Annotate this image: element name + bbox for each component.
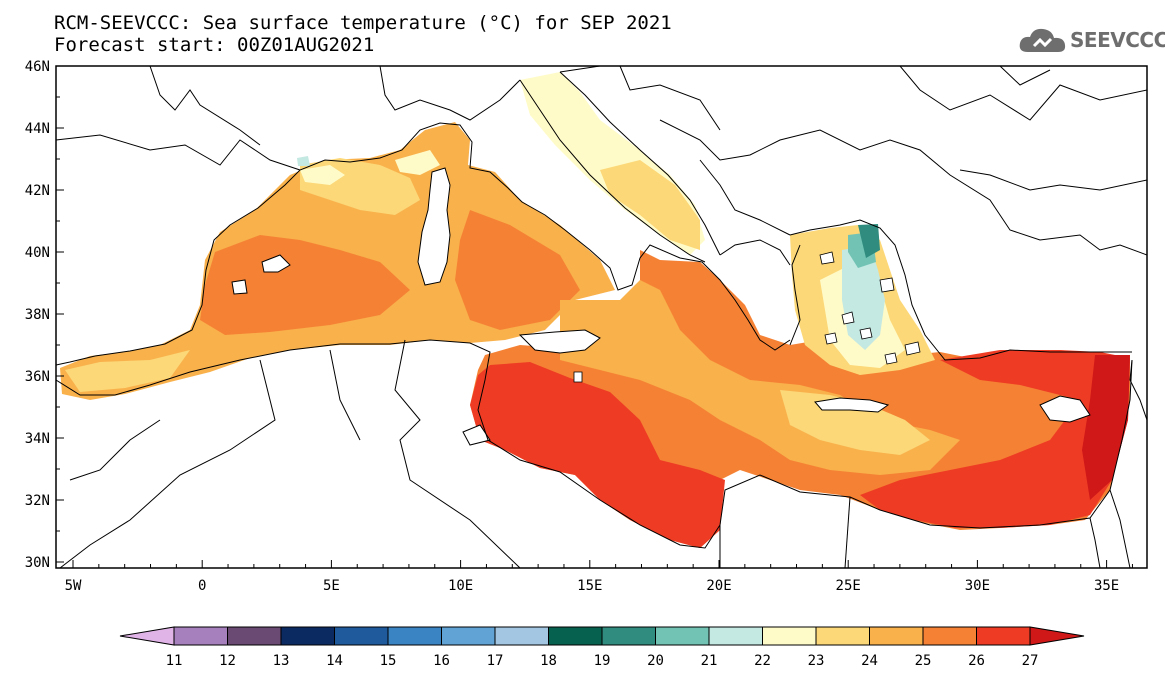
sst-gulf-sidra: [470, 362, 725, 548]
colorbar-label: 17: [487, 653, 504, 669]
colorbar-box: [334, 626, 389, 646]
colorbar-min-arrow: [119, 626, 175, 646]
lon-label: 15E: [577, 578, 602, 594]
lon-label: 10E: [448, 578, 473, 594]
colorbar-max-arrow: [1029, 626, 1085, 646]
lon-labels: 5W 0 5E 10E 15E 20E 25E 30E 35E: [65, 578, 1120, 594]
colorbar-label: 18: [540, 653, 557, 669]
lat-label: 30N: [25, 555, 50, 571]
lon-label: 0: [198, 578, 206, 594]
colorbar-box: [441, 626, 496, 646]
sst-crete-cool: [780, 390, 930, 455]
lon-label: 5E: [323, 578, 340, 594]
colorbar-label: 20: [647, 653, 664, 669]
lat-label: 44N: [25, 121, 50, 137]
sst-ligurian-coast: [395, 150, 440, 175]
aegean-islands: [819, 251, 921, 365]
colorbar-labels: 11 12 13 14 15 16 17 18 19 20 21 22 23 24 25 26 27: [166, 653, 1039, 669]
colorbar-label: 13: [273, 653, 290, 669]
lon-label: 25E: [836, 578, 861, 594]
sst-alboran: [65, 350, 190, 392]
colorbar-label: 27: [1022, 653, 1039, 669]
logo-text: SEEVCCC: [1070, 28, 1165, 52]
colorbar-label: 23: [808, 653, 825, 669]
corsica-sardinia: [417, 167, 451, 286]
forecast-start: Forecast start: 00Z01AUG2021: [54, 34, 375, 56]
cyprus: [1039, 395, 1091, 423]
sst-dardanelles: [858, 224, 880, 258]
lat-labels: 46N 44N 42N 40N 38N 36N 34N 32N 30N: [25, 59, 50, 571]
sst-levantine: [860, 350, 1130, 528]
colorbar-label: 26: [968, 653, 985, 669]
sst-gulf-lion: [300, 165, 345, 185]
colorbar-box: [655, 626, 710, 646]
lat-label: 38N: [25, 307, 50, 323]
colorbar-label: 15: [380, 653, 397, 669]
map-frame: [55, 65, 1148, 569]
map-title: RCM-SEEVCCC: Sea surface temperature (°C…: [54, 12, 672, 34]
colorbar-label: 14: [326, 653, 343, 669]
lat-label: 34N: [25, 431, 50, 447]
colorbar-box: [601, 626, 656, 646]
sicily: [518, 329, 601, 354]
colorbar-box: [494, 626, 549, 646]
balearic-island: [231, 279, 248, 295]
lon-label: 5W: [65, 578, 82, 594]
colorbar-label: 16: [433, 653, 450, 669]
sst-levantine-max: [1082, 355, 1130, 500]
lon-label: 20E: [706, 578, 731, 594]
seevccc-logo: SEEVCCC: [1018, 24, 1165, 60]
lat-label: 40N: [25, 245, 50, 261]
colorbar-box: [869, 626, 924, 646]
colorbar-box: [387, 626, 442, 646]
colorbar-box: [227, 626, 282, 646]
lat-label: 42N: [25, 183, 50, 199]
lat-ticks: [56, 65, 64, 563]
colorbar-box: [815, 626, 870, 646]
balearic-island: [261, 254, 291, 273]
sst-adriatic-south: [600, 160, 700, 250]
colorbar-box: [922, 626, 977, 646]
colorbar-box: [976, 626, 1031, 646]
colorbar-label: 22: [754, 653, 771, 669]
lon-label: 30E: [965, 578, 990, 594]
colorbar-box: [173, 626, 228, 646]
crete: [814, 397, 890, 413]
colorbar-label: 12: [219, 653, 236, 669]
lat-label: 46N: [25, 59, 50, 75]
sst-western-med-warm: [200, 235, 410, 335]
colorbar-label: 25: [915, 653, 932, 669]
cloud-icon: [1019, 28, 1066, 52]
colorbar-label: 21: [701, 653, 718, 669]
colorbar-box: [762, 626, 817, 646]
lon-ticks: [72, 560, 1133, 568]
lat-label: 32N: [25, 493, 50, 509]
colorbar-box: [708, 626, 763, 646]
colorbar-label: 11: [166, 653, 183, 669]
colorbar: [119, 626, 1085, 646]
colorbar-label: 19: [594, 653, 611, 669]
colorbar-box: [548, 626, 603, 646]
sst-aegean-north: [842, 245, 885, 350]
lat-label: 36N: [25, 369, 50, 385]
coastlines: [56, 66, 1147, 568]
lon-label: 35E: [1094, 578, 1119, 594]
colorbar-box: [280, 626, 335, 646]
colorbar-label: 24: [861, 653, 878, 669]
sst-tyrrhenian-warm: [455, 210, 580, 330]
